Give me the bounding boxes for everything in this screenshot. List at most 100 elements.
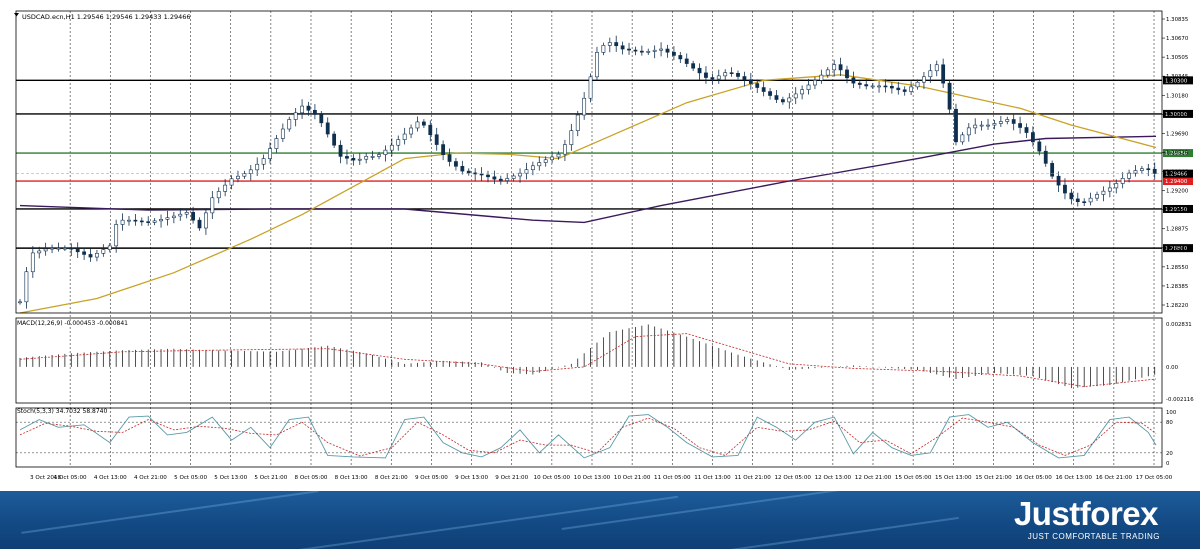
time-tick-label: 15 Oct 05:00 [895,475,932,481]
price-series: 1.29466 [16,35,1193,314]
chevron-down-icon[interactable] [14,13,19,17]
candle-body [825,69,830,76]
candle-body [556,153,561,158]
price-tick-label: 1.28710 [1166,246,1189,252]
price-tick-label: 1.29040 [1166,208,1189,214]
candle-body [325,122,330,135]
time-tick-label: 4 Oct 05:00 [54,475,87,481]
candle-body [518,172,522,177]
candle-body [101,249,106,254]
candle-body [736,73,740,77]
candle-body [184,212,189,215]
candle-body [1114,183,1119,189]
time-tick-label: 15 Oct 21:00 [975,475,1012,481]
stoch-d-line [19,417,1157,457]
macd-label: MACD(12,26,9) -0.000453 -0.000841 [17,320,128,327]
candle-body [409,127,413,135]
time-tick-label: 10 Oct 05:00 [534,475,571,481]
level-tag-label: 1.30300 [1165,78,1188,84]
candle-body [973,124,978,129]
time-tick-label: 16 Oct 21:00 [1096,475,1133,481]
candle-body [601,45,606,53]
macd-tick-label: 0.00 [1166,365,1179,371]
candle-body [274,138,279,149]
price-tick-label: 1.30505 [1166,55,1188,61]
price-tick-label: 1.28220 [1166,303,1189,309]
candle-body [1018,123,1022,128]
candle-body [729,72,734,74]
candle-body [819,74,824,81]
candle-body [293,112,298,120]
price-tick-label: 1.30345 [1166,74,1188,80]
candle-body [498,178,503,181]
time-tick-label: 4 Oct 13:00 [94,475,127,481]
candle-body [614,42,619,47]
candle-body [357,158,362,161]
stoch-tick-label: 100 [1166,410,1177,416]
stoch-k-line [19,414,1157,459]
candle-body [479,173,484,176]
candle-body [915,81,920,88]
candle-body [280,128,285,139]
candle-body [460,166,465,172]
candle-body [1043,150,1048,164]
candle-body [774,95,779,100]
candle-body [486,174,490,178]
level-tag-label: 1.30000 [1165,112,1188,118]
level-tag-label: 1.29650 [1165,151,1188,157]
candle-body [1056,175,1061,186]
candle-body [447,154,452,162]
candle-body [454,161,458,167]
candle-body [813,80,817,86]
price-tick-label: 1.30835 [1166,17,1188,23]
macd-tick-label: -0.002116 [1166,397,1194,403]
candle-body [979,124,984,127]
candle-body [928,70,933,78]
candle-body [697,67,702,74]
candle-body [934,64,939,72]
candle-body [947,82,952,110]
candle-body [1127,172,1131,179]
candle-body [941,64,946,84]
candle-body [396,139,401,146]
candle-body [800,89,805,95]
time-tick-label: 16 Oct 13:00 [1055,475,1092,481]
candle-body [620,45,625,50]
current-price-label: 1.29466 [1165,172,1188,178]
candle-body [806,84,811,90]
time-tick-label: 5 Oct 13:00 [214,475,247,481]
candle-body [1005,119,1010,122]
candle-body [1088,197,1093,203]
time-tick-label: 11 Oct 21:00 [734,475,771,481]
candle-body [588,76,593,99]
time-tick-label: 9 Oct 05:00 [415,475,448,481]
candle-body [505,178,510,181]
candle-body [421,121,426,126]
candle-body [287,119,292,130]
price-tick-label: 1.30180 [1166,93,1189,99]
candle-body [43,248,48,252]
candle-body [652,49,657,52]
candle-body [851,77,856,84]
candle-body [1101,190,1106,195]
candle-body [691,63,696,69]
candle-body [56,247,61,250]
candle-body [595,52,599,78]
candle-body [857,82,862,85]
candle-body [441,144,446,155]
candle-body [37,250,42,254]
brand-tagline: JUST COMFORTABLE TRADING [1027,532,1160,541]
candle-body [761,87,766,92]
candle-body [633,49,638,52]
candle-body [672,51,676,56]
candle-body [1095,194,1099,199]
time-tick-label: 8 Oct 13:00 [335,475,368,481]
candle-body [954,108,958,143]
candle-body [986,124,990,127]
price-tick-label: 1.29855 [1166,112,1188,118]
candle-body [627,48,631,51]
candle-body [88,254,93,258]
candle-body [563,144,567,155]
candle-body [1069,192,1074,200]
candle-body [909,86,914,92]
